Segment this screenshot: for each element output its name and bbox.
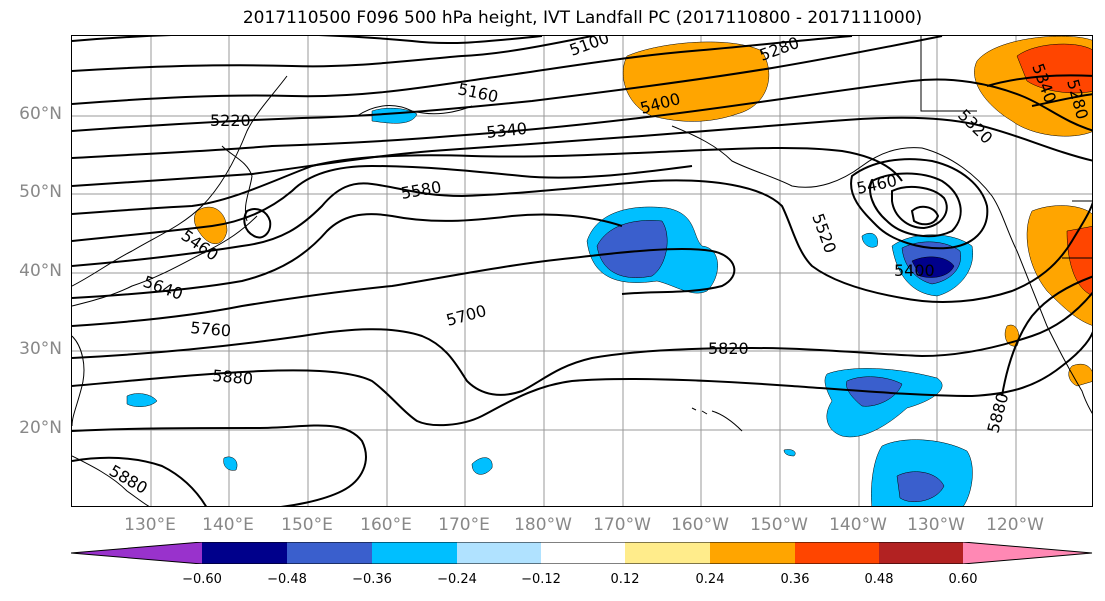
ivt-shading: [126, 36, 1092, 506]
colorbar-segment: [287, 542, 372, 564]
lon-label: 170°E: [438, 515, 490, 535]
colorbar-tick: 0.60: [948, 572, 978, 587]
height-contours: [72, 36, 1092, 506]
lat-label: 50°N: [19, 182, 62, 202]
colorbar-outline: [71, 542, 1093, 564]
colorbar-tick: −0.60: [182, 572, 222, 587]
contour-label: 5700: [444, 301, 488, 330]
contour-label: 5640: [141, 272, 186, 304]
lon-label: 140°W: [829, 515, 887, 535]
lat-label: 20°N: [19, 418, 62, 438]
colorbar-tick: −0.24: [437, 572, 477, 587]
map-canvas: 5220 5160 5340 5580 5460 5640 5760 5700 …: [72, 36, 1092, 506]
lon-label: 160°W: [671, 515, 729, 535]
colorbar: [71, 542, 1093, 564]
colorbar-segment: [202, 542, 287, 564]
colorbar-segment: [541, 542, 625, 564]
map-panel: 5220 5160 5340 5580 5460 5640 5760 5700 …: [71, 35, 1093, 507]
colorbar-tick: 0.12: [610, 572, 640, 587]
contour-label: 5760: [190, 318, 232, 340]
colorbar-segment: [963, 542, 1092, 564]
lon-label: 120°W: [986, 515, 1044, 535]
coastlines: [72, 36, 1092, 506]
colorbar-segment: [372, 542, 457, 564]
contour-label: 5820: [708, 339, 749, 358]
contour-label: 5160: [456, 79, 500, 106]
colorbar-segment: [710, 542, 795, 564]
lon-label: 140°E: [202, 515, 254, 535]
contour-label: 5340: [485, 119, 527, 142]
contour-label: 5320: [954, 105, 996, 147]
contour-label: 5880: [984, 391, 1013, 435]
contour-label: 5100: [567, 36, 612, 60]
lat-label: 60°N: [19, 104, 62, 124]
colorbar-segment: [879, 542, 963, 564]
lat-label: 40°N: [19, 261, 62, 281]
map-title: 2017110500 F096 500 hPa height, IVT Land…: [242, 8, 923, 28]
lon-label: 180°W: [514, 515, 572, 535]
colorbar-segment: [71, 542, 202, 564]
colorbar-segment: [795, 542, 879, 564]
lon-label: 130°W: [907, 515, 965, 535]
lon-label: 150°W: [750, 515, 808, 535]
contour-label: 5400: [894, 261, 935, 280]
colorbar-tick: −0.36: [352, 572, 392, 587]
contour-label: 5520: [808, 211, 840, 256]
colorbar-tick: 0.24: [695, 572, 725, 587]
contour-label: 5280: [757, 36, 802, 65]
lon-label: 130°E: [124, 515, 176, 535]
colorbar-tick: 0.36: [780, 572, 810, 587]
colorbar-tick: −0.12: [521, 572, 561, 587]
lon-label: 150°E: [281, 515, 333, 535]
colorbar-segment: [457, 542, 541, 564]
contour-label: 5580: [399, 177, 442, 203]
colorbar-tick: −0.48: [267, 572, 307, 587]
colorbar-segment: [625, 542, 710, 564]
lon-label: 160°E: [360, 515, 412, 535]
colorbar-tick: 0.48: [864, 572, 894, 587]
lat-label: 30°N: [19, 339, 62, 359]
contour-label: 5220: [210, 111, 251, 130]
lon-label: 170°W: [593, 515, 651, 535]
contour-label: 5880: [212, 366, 254, 388]
